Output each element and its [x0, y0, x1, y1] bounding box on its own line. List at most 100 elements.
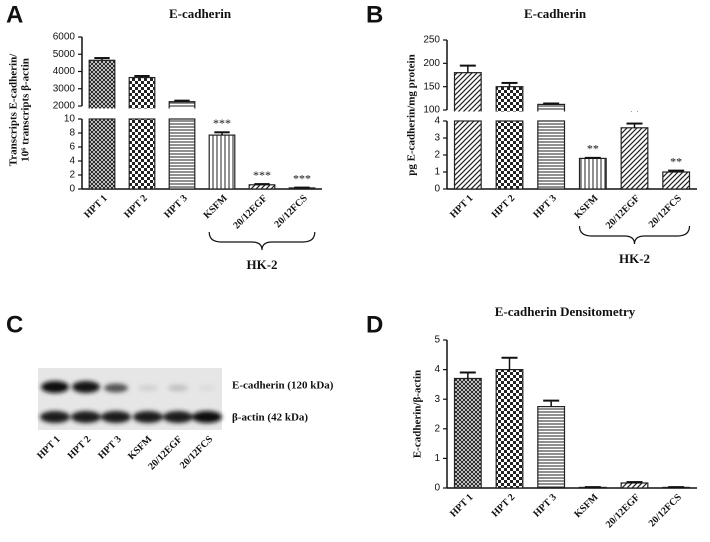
band-label: E-cadherin (120 kDa) [232, 380, 334, 392]
y-axis-label: pg E-cadherin/mg protein [406, 54, 418, 175]
significance-label: ** [670, 154, 682, 168]
y-tick-label: 5 [434, 335, 440, 346]
band [40, 411, 70, 423]
y-tick-label: 2 [434, 150, 440, 161]
x-tick-label: HPT 2 [490, 492, 517, 519]
y-axis-label: E-cadherin/β-actin [412, 370, 424, 458]
band [104, 383, 128, 393]
y-tick-label: 3 [434, 133, 440, 144]
significance-label: *** [293, 171, 311, 185]
chart-title: E-cadherin [169, 6, 232, 21]
y-tick-label: 3 [434, 394, 440, 405]
y-tick-label: 4 [69, 156, 75, 167]
bar-lower-part [128, 118, 156, 190]
bar-lower-part [168, 118, 196, 190]
bar-upper-part [453, 72, 482, 115]
y-tick-label: 5000 [53, 49, 76, 60]
x-tick-label: 20/12EGF [604, 492, 642, 530]
bar [495, 369, 524, 489]
x-tick-label: KSFM [572, 193, 601, 222]
band [72, 381, 100, 393]
x-tick-label: HPT 3 [162, 193, 189, 220]
axis-break [441, 111, 697, 120]
x-tick-label: KSFM [202, 193, 231, 222]
bar-lower-part [495, 120, 524, 190]
band [192, 411, 222, 423]
band [163, 411, 193, 423]
y-tick-label: 0 [69, 184, 75, 195]
significance-label: ** [587, 142, 599, 156]
bar-upper-part [88, 59, 116, 111]
panel-letter: C [6, 311, 23, 338]
lane-label: HPT 3 [96, 434, 123, 461]
x-tick-label: HPT 2 [122, 193, 149, 220]
significance-label: *** [213, 116, 231, 130]
x-tick-label: HPT 1 [82, 193, 109, 220]
bar [248, 184, 276, 190]
y-tick-label: 10 [64, 114, 76, 125]
bar-lower-part [88, 118, 116, 190]
y-axis-label: 10⁶ transcripts β-actin [20, 58, 32, 162]
group-label: HK-2 [619, 251, 650, 266]
x-tick-label: KSFM [572, 492, 601, 521]
bar-lower-part [453, 120, 482, 190]
significance-label: *** [253, 168, 271, 182]
chart-title: E-cadherin [524, 6, 587, 21]
lane-label: HPT 1 [35, 434, 62, 461]
y-tick-label: 0 [434, 184, 440, 195]
x-tick-label: 20/12FCS [647, 492, 685, 530]
chart-title: E-cadherin Densitometry [495, 304, 636, 319]
panel-letter: A [6, 1, 23, 28]
y-tick-label: 4000 [53, 66, 76, 77]
y-tick-label: 250 [423, 35, 440, 46]
axis-break [76, 108, 322, 117]
y-axis-label: Transcripts E-cadherin/ [8, 53, 20, 166]
x-tick-label: 20/12FCS [647, 193, 685, 231]
band [41, 381, 69, 393]
y-tick-label: 1 [434, 167, 440, 178]
bar-lower-part [537, 120, 566, 190]
lane-label: 20/12FCS [178, 434, 216, 472]
blot-image [38, 368, 222, 430]
band-label: β-actin (42 kDa) [232, 412, 308, 424]
panel-letter: B [366, 1, 383, 28]
bar [662, 171, 691, 190]
band [168, 384, 188, 392]
x-tick-label: HPT 1 [448, 492, 475, 519]
group-label: HK-2 [246, 257, 277, 272]
y-tick-label: 4 [434, 364, 440, 375]
bar-upper-part [128, 76, 156, 111]
x-tick-label: 20/12EGF [231, 193, 269, 231]
bar [537, 406, 566, 489]
y-tick-label: 6 [69, 142, 75, 153]
y-tick-label: 2000 [53, 101, 76, 112]
y-tick-label: 100 [423, 105, 440, 116]
bar [578, 157, 607, 190]
y-tick-label: 6000 [53, 32, 76, 43]
group-bracket [208, 231, 316, 251]
y-tick-label: 4 [434, 116, 440, 127]
panel-letter: D [366, 311, 383, 338]
bar [453, 377, 482, 489]
band [133, 411, 163, 423]
bar [620, 482, 649, 489]
bar-upper-part [495, 86, 524, 115]
y-tick-label: 3000 [53, 83, 76, 94]
x-tick-label: 20/12EGF [604, 193, 642, 231]
y-tick-label: 0 [434, 483, 440, 494]
y-tick-label: 2 [434, 423, 440, 434]
y-tick-label: 2 [69, 170, 75, 181]
y-tick-label: 150 [423, 81, 440, 92]
group-bracket [578, 225, 691, 245]
band [198, 385, 216, 391]
bar [620, 127, 649, 190]
bar [208, 134, 236, 190]
y-tick-label: 1 [434, 453, 440, 464]
blot-bands [40, 381, 222, 423]
x-tick-label: HPT 3 [531, 492, 558, 519]
band [101, 411, 131, 423]
y-tick-label: 8 [69, 128, 75, 139]
band [138, 385, 158, 391]
band [71, 411, 101, 423]
